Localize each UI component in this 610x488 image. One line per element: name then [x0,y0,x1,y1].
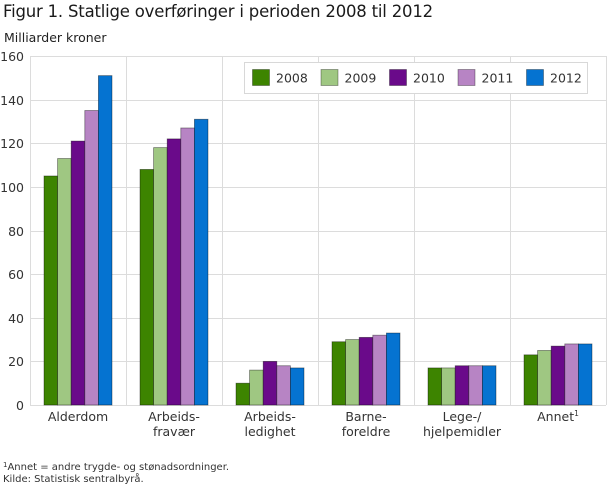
legend-swatch-2009 [320,69,339,86]
bar-2010 [70,140,86,406]
y-axis-unit-label: Milliarder kroner [4,30,107,45]
x-tick-label-line: Barne- [345,409,386,424]
x-tick-label: Lege-/hjelpemidler [423,409,502,439]
legend-label-2010: 2010 [413,71,445,86]
x-axis-labels: Alderdom Arbeids-fraværArbeids-ledighetBa… [48,409,579,439]
y-tick-label: 60 [8,267,24,282]
y-tick-label: 20 [8,354,24,369]
x-tick-label-line: Arbeids- [244,409,296,424]
bar-2008 [139,169,155,406]
y-tick-label: 0 [16,398,24,413]
bar-2010 [166,138,182,406]
x-tick-label: Barne-foreldre [342,409,391,439]
y-tick-label: 140 [0,93,24,108]
bar-2010 [262,360,278,406]
bar-2012 [578,343,593,406]
chart-title: Figur 1. Statlige overføringer i periode… [3,2,433,21]
legend: 2008 2009 2010 2011 2012 [244,62,588,94]
x-tick-label: Annet1 [537,409,579,424]
x-tick-label-line: Alderdom [48,409,108,424]
bar-2009 [537,350,552,406]
legend-swatch-2011 [457,69,476,86]
bar-2008 [427,367,443,406]
legend-label-2012: 2012 [550,71,582,86]
x-tick-label-line: Lege-/ [443,409,483,424]
y-tick-label: 120 [0,136,24,151]
y-axis-ticks: 0 20 40 60 80 100 120 140 160 [0,49,24,413]
legend-swatch-2008 [252,69,270,86]
x-tick-label-line: Arbeids- [148,409,200,424]
bar-2012 [385,332,401,406]
y-tick-label: 80 [8,224,24,239]
y-tick-label: 40 [8,311,24,326]
bar-2011 [276,365,291,406]
x-tick-label-line: fravær [153,424,196,439]
bar-2010 [550,345,566,406]
legend-swatch-2010 [389,69,407,86]
bar-2012 [289,367,305,406]
bar-2012 [481,365,497,406]
x-tick-label-line: foreldre [342,424,391,439]
source-note: Kilde: Statistisk sentralbyrå. [3,474,144,485]
footnote: 1Annet = andre trygde- og stønadsordning… [3,459,229,486]
gridlines [30,56,607,406]
legend-label-2009: 2009 [345,71,377,86]
footnote-text: Annet = andre trygde- og stønadsordninge… [7,462,230,473]
bar-2010 [454,365,470,406]
y-tick-label: 100 [0,180,24,195]
bar-2011 [84,110,99,406]
x-tick-label: Arbeids-ledighet [244,409,296,439]
footnote-superscript: 1 [574,409,579,418]
bar-2008 [331,341,347,406]
bar-2012 [98,75,113,406]
x-tick-label-line: ledighet [244,424,295,439]
bar-2008 [43,175,59,406]
x-tick-label: Alderdom [48,409,108,424]
bar-2009 [345,339,360,406]
bar-2009 [441,367,456,406]
x-tick-label: Arbeids-fravær [148,409,200,439]
legend-label-2008: 2008 [276,71,308,86]
bar-2008 [235,382,251,406]
footnote-annet: 1Annet = andre trygde- og stønadsordning… [3,459,229,474]
x-tick-label-line: Annet [537,409,574,424]
bar-2011 [468,365,483,406]
bar-2009 [249,369,264,406]
bar-2009 [153,147,168,406]
bar-2008 [523,354,539,406]
y-tick-label: 160 [0,49,24,64]
bar-2011 [564,343,579,406]
bar-2012 [193,118,209,406]
bar-2011 [372,334,387,406]
bars [43,75,593,406]
x-tick-label-line: hjelpemidler [423,424,502,439]
legend-label-2011: 2011 [482,71,514,86]
bar-2011 [180,127,195,406]
footnote-marker: 1 [3,461,8,469]
legend-swatch-2012 [526,69,544,86]
bar-2009 [57,158,72,406]
bar-2010 [358,336,374,406]
